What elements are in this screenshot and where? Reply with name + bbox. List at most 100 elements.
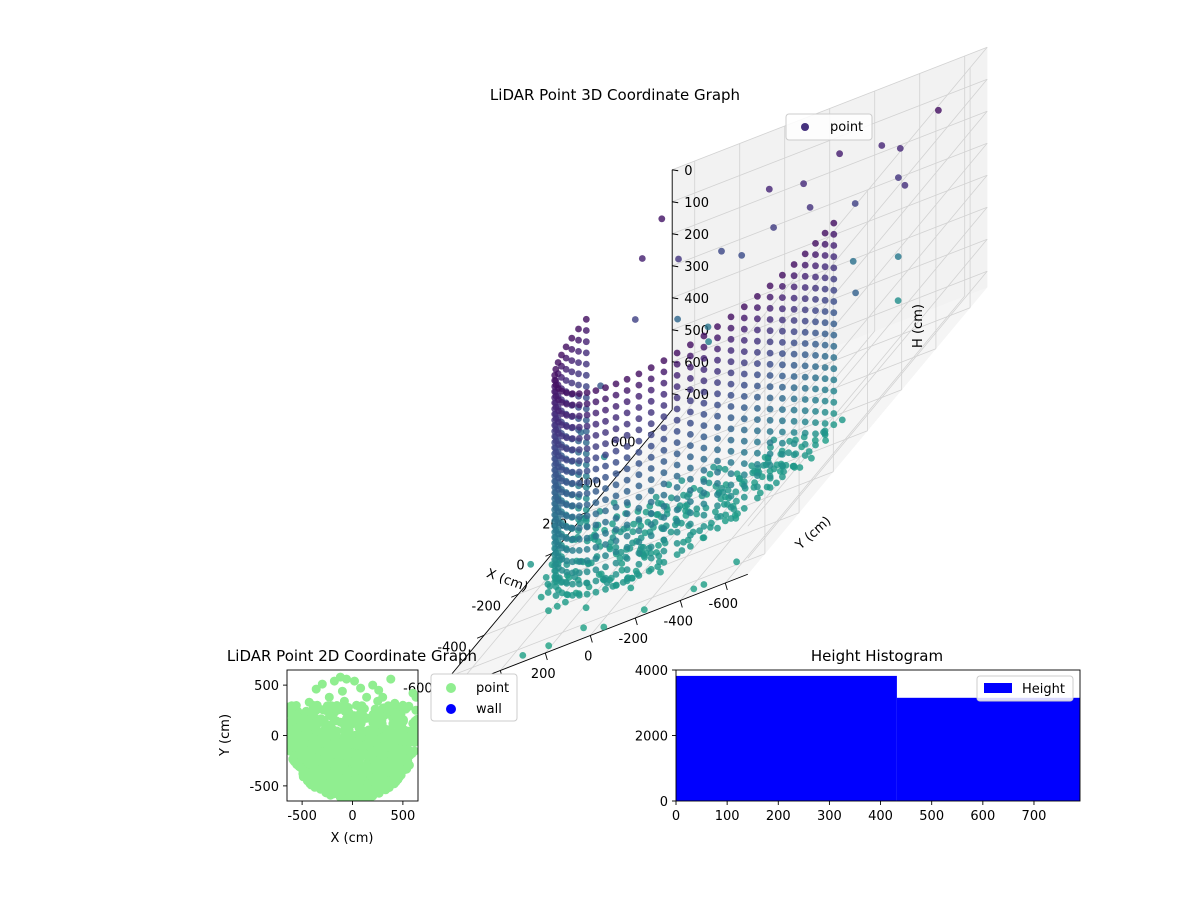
data-point-3d	[801, 407, 809, 415]
data-point-2d	[294, 762, 304, 772]
x-tick-label-histogram: 200	[766, 809, 791, 824]
data-point-3d	[779, 316, 786, 324]
data-point-3d	[592, 443, 600, 450]
data-point-3d	[647, 476, 655, 484]
data-point-3d	[766, 461, 774, 469]
data-point-3d	[821, 341, 829, 349]
data-point-3d	[821, 285, 829, 293]
data-point-3d	[812, 251, 819, 258]
data-point-2d	[320, 766, 329, 775]
data-point-3d	[640, 552, 648, 559]
data-point-3d	[700, 478, 708, 485]
data-point-3d	[568, 334, 576, 342]
data-point-3d	[612, 492, 620, 500]
data-point-3d	[830, 421, 838, 429]
data-point-3d	[623, 443, 631, 450]
data-point-3d	[673, 416, 681, 424]
data-point-3d	[785, 449, 792, 457]
data-point-3d	[700, 581, 708, 588]
data-point-3d	[569, 547, 576, 554]
data-point-3d	[569, 457, 576, 465]
legend-marker-point	[446, 683, 456, 693]
legend-frame	[976, 675, 1074, 702]
data-point-3d	[806, 204, 814, 211]
data-point-3d	[668, 494, 675, 502]
data-point-3d	[628, 574, 636, 582]
data-point-2d	[350, 757, 360, 766]
data-point-3d	[740, 404, 748, 411]
data-point-3d	[623, 499, 631, 506]
data-point-3d	[619, 579, 627, 586]
gridline-z-ywall	[672, 206, 988, 331]
data-point-3d	[740, 381, 748, 389]
data-point-3d	[582, 450, 590, 458]
data-point-3d	[773, 479, 780, 487]
histogram-ticks: 0 100 200 300 400 500 600 700 0 2000 4000	[635, 664, 1046, 824]
data-point-3d	[790, 417, 798, 425]
data-point-3d	[700, 489, 708, 497]
data-point-3d	[537, 593, 545, 601]
data-point-2d	[290, 737, 300, 747]
data-point-3d	[780, 468, 787, 475]
chart-title-3d: LiDAR Point 3D Coordinate Graph	[490, 86, 740, 104]
data-point-3d	[583, 534, 591, 542]
x-tick-label-histogram: 500	[919, 809, 944, 824]
data-point-3d	[830, 398, 838, 406]
data-point-3d	[612, 425, 620, 433]
data-point-3d	[583, 568, 591, 576]
data-point-3d	[790, 328, 798, 336]
data-point-2d	[352, 700, 361, 710]
data-point-3d	[582, 427, 590, 435]
data-point-3d	[592, 476, 600, 484]
data-point-3d	[545, 607, 552, 615]
data-point-3d	[714, 502, 721, 510]
data-point-3d	[673, 428, 681, 435]
x-tick-3d	[724, 582, 728, 591]
data-point-3d	[657, 568, 664, 576]
data-point-3d	[714, 424, 721, 431]
data-point-3d	[733, 497, 740, 505]
data-point-3d	[754, 315, 761, 323]
data-point-3d	[623, 521, 631, 529]
data-point-3d	[766, 282, 774, 290]
data-point-3d	[766, 372, 774, 379]
data-point-3d	[812, 374, 819, 382]
data-point-3d	[602, 417, 609, 425]
data-point-3d	[569, 535, 576, 543]
data-point-3d	[700, 343, 708, 351]
x-tick-label-histogram: 400	[868, 809, 893, 824]
data-point-3d	[575, 381, 582, 389]
data-point-2d	[360, 793, 370, 801]
data-point-3d	[830, 253, 838, 261]
data-point-3d	[647, 386, 655, 394]
data-point-3d	[542, 574, 550, 581]
data-point-2d	[356, 683, 366, 693]
data-point-3d	[592, 420, 600, 428]
data-point-3d	[895, 174, 902, 182]
data-point-3d	[602, 440, 609, 448]
data-point-3d	[700, 422, 708, 429]
data-point-3d	[812, 430, 819, 438]
data-point-3d	[801, 429, 809, 437]
data-point-2d	[385, 765, 395, 775]
data-point-3d	[563, 501, 571, 509]
data-point-3d	[592, 465, 600, 473]
data-point-3d	[660, 357, 668, 365]
data-point-3d	[790, 384, 798, 392]
y-tick-label-histogram: 4000	[635, 664, 668, 679]
data-point-3d	[673, 517, 681, 525]
data-point-3d	[569, 558, 576, 566]
data-point-3d	[790, 339, 798, 347]
data-point-2d	[332, 726, 342, 736]
data-point-3d	[575, 412, 583, 420]
data-point-2d	[339, 696, 349, 706]
y-tick-label-histogram: 2000	[635, 730, 668, 745]
data-point-3d	[801, 373, 809, 381]
x-tick-label-histogram: 300	[817, 809, 842, 824]
data-point-3d	[569, 435, 576, 442]
data-point-3d	[647, 431, 655, 439]
data-point-3d	[635, 381, 643, 389]
x-tick-3d	[679, 600, 683, 608]
data-point-3d	[727, 459, 735, 466]
data-point-3d	[754, 326, 761, 334]
